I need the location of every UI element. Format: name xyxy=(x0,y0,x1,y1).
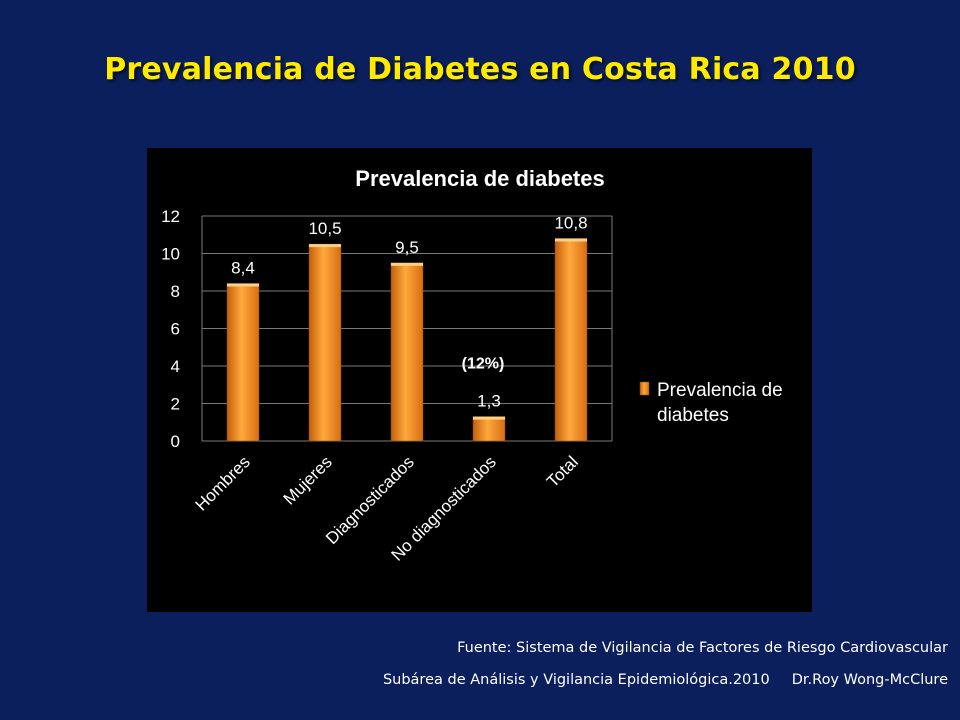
y-tick-label: 6 xyxy=(171,320,180,339)
legend-swatch xyxy=(639,381,650,396)
bar xyxy=(472,416,506,442)
bar xyxy=(308,243,342,442)
legend-label-line: diabetes xyxy=(657,405,729,426)
department-note: Subárea de Análisis y Vigilancia Epidemi… xyxy=(382,672,770,688)
data-label: 10,8 xyxy=(554,214,587,233)
bar-cap xyxy=(227,283,259,287)
y-tick-label: 0 xyxy=(171,432,180,451)
y-tick-label: 4 xyxy=(171,357,180,376)
legend-label: Prevalencia de diabetes xyxy=(657,380,783,426)
y-tick-label: 2 xyxy=(171,395,180,414)
bar xyxy=(226,283,260,442)
category-label: Total xyxy=(543,452,582,491)
bar-cap xyxy=(555,238,587,242)
bar-cap xyxy=(473,416,505,420)
category-label: Hombres xyxy=(192,452,254,514)
author-note: Dr.Roy Wong-McClure xyxy=(791,672,948,688)
y-tick-label: 12 xyxy=(161,207,180,226)
data-label: 1,3 xyxy=(477,392,501,411)
category-label: Diagnosticados xyxy=(322,452,418,548)
data-label: 10,5 xyxy=(308,219,341,238)
slide-title: Prevalencia de Diabetes en Costa Rica 20… xyxy=(104,52,856,87)
source-note: Fuente: Sistema de Vigilancia de Factore… xyxy=(457,640,948,656)
chart-panel: Prevalencia de diabetes 0 2 4 6 8 10 12 8,4 Hom… xyxy=(147,148,812,612)
chart-title: Prevalencia de diabetes xyxy=(355,166,604,191)
data-label: 8,4 xyxy=(231,259,255,278)
bar-cap xyxy=(309,244,341,248)
annotation-label: (12%) xyxy=(462,356,505,373)
credits-line: Subárea de Análisis y Vigilancia Epidemi… xyxy=(383,672,948,688)
y-tick-label: 8 xyxy=(171,282,180,301)
bar-cap xyxy=(391,262,423,266)
category-label: Mujeres xyxy=(280,452,336,508)
data-label: 9,5 xyxy=(395,238,419,257)
bar xyxy=(554,238,588,442)
legend-label-line: Prevalencia de xyxy=(657,380,783,401)
y-tick-label: 10 xyxy=(161,245,180,264)
bar-chart: Prevalencia de diabetes 0 2 4 6 8 10 12 8,4 Hom… xyxy=(161,166,783,565)
bar xyxy=(390,262,424,442)
